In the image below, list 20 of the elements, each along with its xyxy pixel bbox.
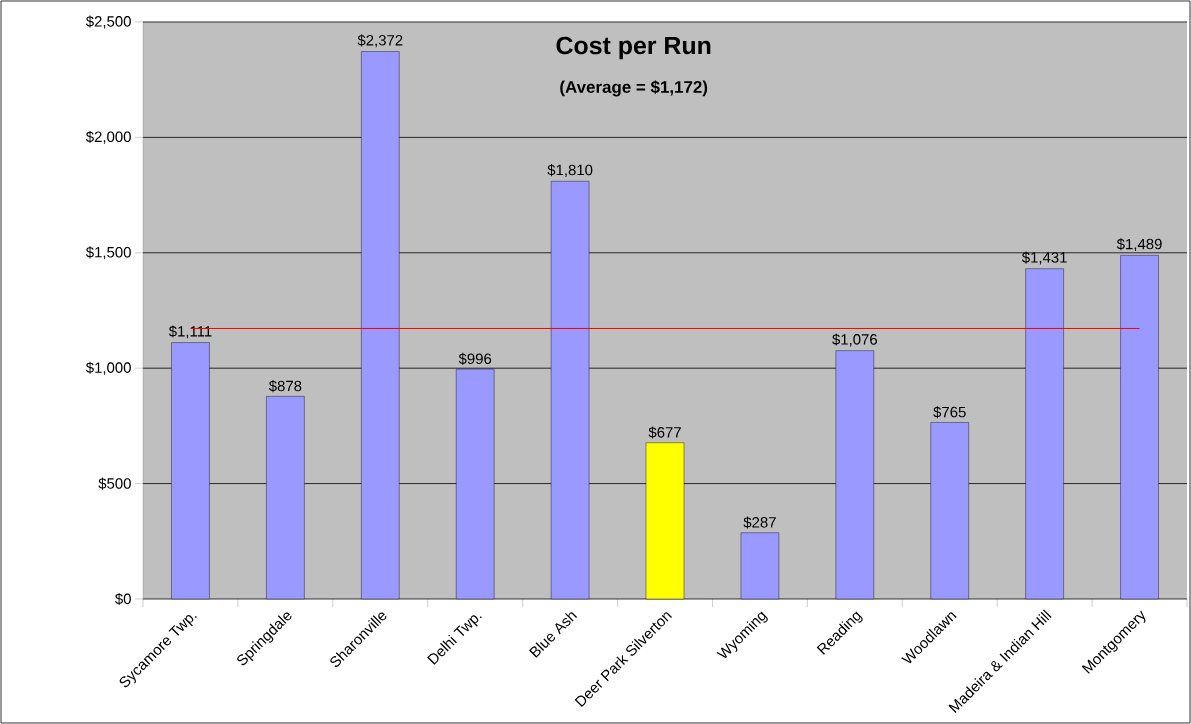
bar — [740, 532, 780, 600]
y-tick-label: $2,500 — [85, 15, 131, 29]
y-tick-label: $2,000 — [85, 130, 131, 144]
data-label: $287 — [743, 516, 776, 529]
data-label: $2,372 — [357, 34, 403, 48]
text: Cost per Run — [556, 36, 711, 60]
data-label: $1,489 — [1116, 238, 1162, 252]
data-label: $1,431 — [1021, 251, 1067, 265]
data-label: $878 — [268, 380, 302, 393]
data-label: $765 — [933, 406, 966, 419]
data-label: $1,810 — [547, 164, 593, 178]
data-label: $1,076 — [832, 333, 878, 347]
y-tick-label: $0 — [115, 592, 131, 606]
y-tick-label: $500 — [98, 477, 131, 490]
data-label: $996 — [458, 352, 492, 365]
text: (Average = $1,172) — [560, 80, 708, 97]
y-tick-label: $1,000 — [85, 361, 131, 375]
x-tick-label: Blue Ash — [529, 612, 578, 658]
data-label: $677 — [648, 426, 681, 439]
y-tick-label: $1,500 — [85, 246, 131, 260]
